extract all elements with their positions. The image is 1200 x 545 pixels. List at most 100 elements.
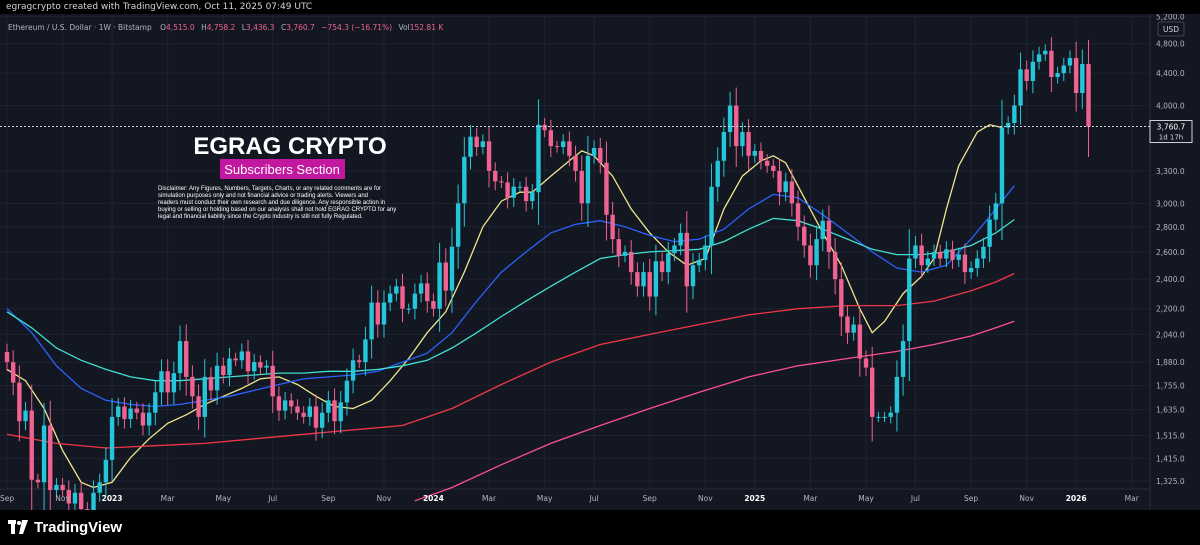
candle-body: [134, 408, 139, 413]
candle: [1061, 57, 1066, 82]
candle-body: [678, 232, 683, 246]
candle-body: [857, 324, 863, 359]
candle: [85, 502, 90, 510]
candle-body: [937, 251, 943, 259]
candle-body: [530, 192, 535, 202]
time-tick-label: Nov: [1019, 494, 1034, 503]
tradingview-icon: [8, 520, 28, 534]
candle-body: [709, 186, 714, 246]
candle: [480, 134, 486, 155]
candle: [530, 184, 535, 210]
price-axis[interactable]: [1150, 14, 1200, 510]
candle-body: [381, 302, 387, 325]
candle-body: [808, 245, 813, 266]
candle-body: [820, 220, 825, 240]
candle: [313, 394, 319, 441]
price-ticks: 1,325.0 1,415.0 1,515.0 1,635.0 1,755.0 1,880…: [1156, 14, 1185, 486]
candle-body: [870, 367, 875, 417]
candle: [54, 478, 59, 498]
disclaimer-line: legal and financial liability since the …: [158, 214, 363, 220]
candle-body: [480, 141, 486, 148]
currency-label: USD: [1163, 25, 1179, 34]
price-tick-label: 4,800.0: [1156, 40, 1185, 49]
time-tick-label: Sep: [321, 494, 335, 503]
time-tick-label: Sep: [0, 494, 14, 503]
disclaimer-line: readers must conduct their own research …: [158, 200, 385, 206]
tradingview-logo[interactable]: TradingView: [8, 516, 122, 538]
candle: [505, 172, 510, 209]
candle: [999, 99, 1005, 241]
candle: [282, 391, 288, 420]
candle-body: [567, 141, 572, 156]
candle: [4, 343, 10, 371]
price-tick-label: 4,400.0: [1156, 69, 1185, 78]
candle-body: [900, 341, 906, 377]
candle: [826, 205, 832, 269]
candle: [140, 403, 146, 436]
candle-body: [109, 416, 115, 460]
candle: [332, 388, 337, 435]
candle-body: [425, 283, 430, 302]
time-tick-label: Mar: [161, 494, 176, 503]
price-tick-label: 2,200.0: [1156, 305, 1185, 314]
candle: [146, 403, 152, 436]
candle-body: [863, 358, 869, 368]
candle-body: [455, 203, 461, 247]
candle-body: [1036, 54, 1042, 62]
candle-body: [826, 220, 832, 252]
candle-body: [715, 160, 720, 187]
candle-body: [78, 492, 84, 510]
candle: [925, 251, 931, 273]
price-tick-label: 1,325.0: [1156, 477, 1185, 486]
candle: [78, 482, 84, 510]
candles: [4, 37, 1091, 510]
candle: [814, 225, 819, 281]
candle-body: [91, 492, 96, 510]
subscribers-badge-label: Subscribers Section: [224, 162, 340, 177]
credit-bar: egragcrypto created with TradingView.com…: [0, 0, 1200, 14]
candle: [944, 241, 949, 268]
candle: [48, 400, 53, 510]
disclaimer-line: simulation purposes only and not financi…: [158, 193, 368, 199]
candle: [1073, 41, 1079, 112]
candle: [202, 359, 207, 438]
candle: [455, 184, 461, 269]
candle: [406, 303, 411, 314]
candle-body: [1024, 69, 1029, 81]
candle: [598, 138, 603, 174]
candle: [326, 391, 331, 423]
candle-body: [270, 365, 275, 397]
price-chart[interactable]: 1,325.0 1,415.0 1,515.0 1,635.0 1,755.0 1,880…: [0, 14, 1200, 510]
candle: [1049, 37, 1054, 93]
candle: [758, 142, 764, 170]
candle-body: [184, 341, 189, 377]
candle-body: [1030, 61, 1036, 81]
candle-body: [4, 352, 10, 363]
candle: [795, 190, 801, 241]
candle: [610, 201, 615, 254]
candle: [165, 359, 170, 406]
candle: [536, 99, 541, 225]
candle-body: [771, 165, 776, 171]
candle: [993, 192, 998, 231]
candle-body: [931, 251, 937, 259]
candle: [907, 229, 912, 382]
candle-body: [66, 490, 71, 504]
candle-body: [159, 371, 164, 393]
time-tick-label: Jul: [267, 494, 277, 503]
candle-body: [221, 365, 226, 376]
moving-average-line: [6, 185, 1015, 408]
candle-body: [1067, 58, 1073, 66]
chart-frame[interactable]: 1,325.0 1,415.0 1,515.0 1,635.0 1,755.0 1,880…: [0, 14, 1200, 510]
time-tick-label: Nov: [377, 494, 392, 503]
currency-button[interactable]: [1157, 21, 1185, 37]
candle: [264, 360, 269, 374]
candle-body: [165, 371, 170, 393]
subscribers-badge: [220, 159, 345, 179]
candle-body: [196, 396, 201, 417]
candle: [622, 245, 628, 263]
candle-body: [832, 251, 838, 280]
candle-body: [1061, 65, 1066, 74]
candle-body: [1012, 105, 1017, 123]
candle: [764, 154, 770, 173]
